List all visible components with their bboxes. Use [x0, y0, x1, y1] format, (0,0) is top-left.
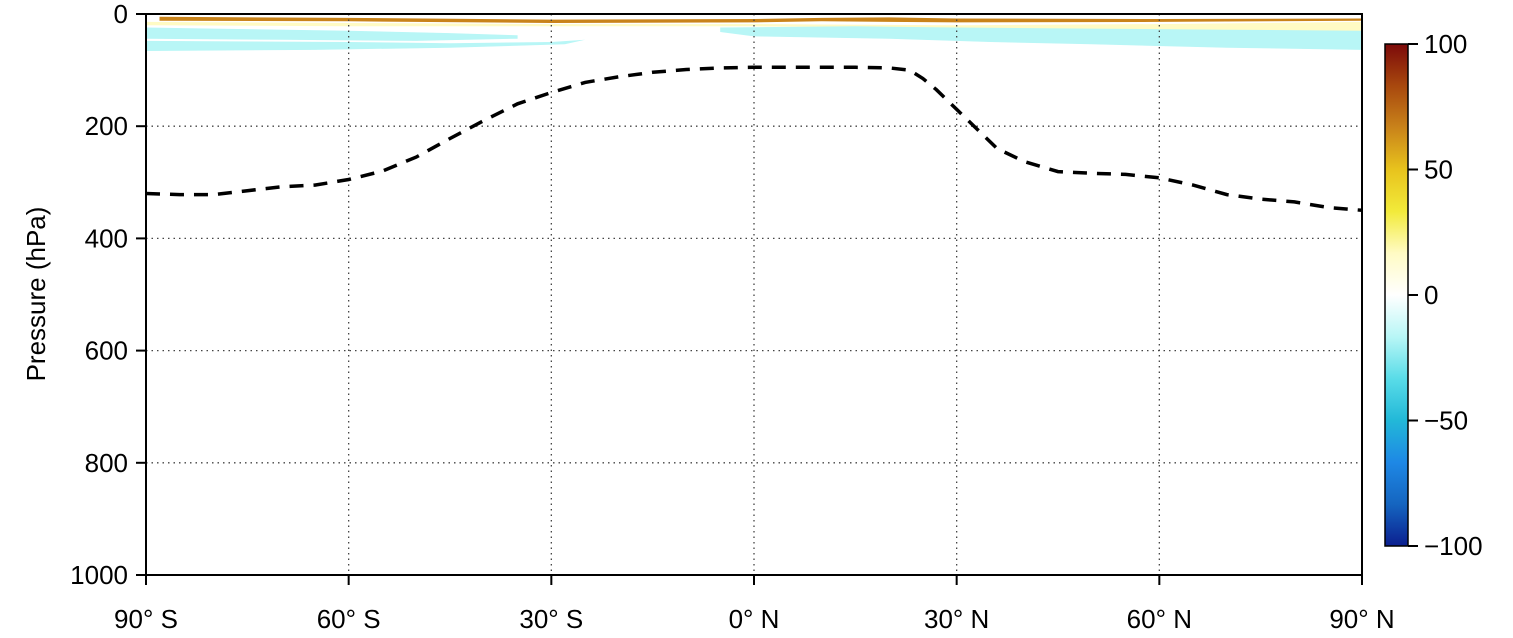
x-tick-label-1: 60° S [317, 604, 381, 634]
x-tick-label-2: 30° S [519, 604, 583, 634]
tropopause-line [146, 65, 1362, 213]
shaded-region-3 [146, 39, 586, 51]
tropopause-dashed-line [146, 65, 1362, 213]
y-tick-label-5: 1000 [70, 560, 128, 590]
colorbar-tick-label-1: 50 [1424, 155, 1453, 185]
colorbar-tick-label-2: 0 [1424, 280, 1438, 310]
x-tick-label-5: 60° N [1127, 604, 1192, 634]
shaded-region-0 [159, 16, 1362, 23]
x-axis: 90° S 60° S 30° S 0° N 30° N 60° N 90° N [114, 575, 1395, 634]
y-tick-label-0: 0 [114, 0, 128, 29]
grid-lines [146, 14, 1362, 575]
x-tick-label-6: 90° N [1329, 604, 1394, 634]
shaded-region-7 [146, 70, 153, 110]
colorbar-bar [1384, 43, 1409, 547]
shaded-region-4 [720, 26, 1362, 50]
y-axis-title: Pressure (hPa) [21, 207, 51, 382]
colorbar-tick-label-3: −50 [1424, 406, 1468, 436]
y-axis: 0 200 400 600 800 1000 [70, 0, 146, 590]
shaded-region-2 [146, 27, 518, 41]
y-tick-label-3: 600 [85, 336, 128, 366]
shaded-region-6 [308, 44, 998, 66]
shaded-contours [146, 16, 1362, 110]
x-tick-label-4: 30° N [924, 604, 989, 634]
colorbar-tick-label-4: −100 [1424, 531, 1483, 561]
colorbar: 100 50 0 −50 −100 [1384, 29, 1483, 561]
y-tick-label-1: 200 [85, 111, 128, 141]
y-tick-label-4: 800 [85, 448, 128, 478]
shaded-region-5 [889, 48, 1349, 77]
y-tick-label-2: 400 [85, 223, 128, 253]
x-tick-label-0: 90° S [114, 604, 178, 634]
x-tick-label-3: 0° N [729, 604, 780, 634]
colorbar-tick-label-0: 100 [1424, 29, 1467, 59]
